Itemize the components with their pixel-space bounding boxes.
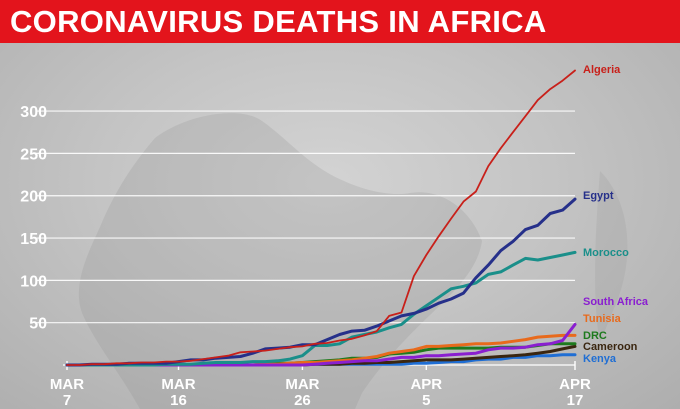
line-chart: 50100150200250300MAR7MAR16MAR26APR5APR17… (20, 64, 649, 409)
title-banner: CORONAVIRUS DEATHS IN AFRICA (0, 0, 680, 43)
x-tick-label-day: 16 (170, 392, 187, 409)
series-label-cameroon: Cameroon (583, 341, 638, 353)
x-tick-label-day: 7 (63, 392, 71, 409)
y-tick-label: 250 (20, 146, 47, 163)
x-tick-label-month: MAR (285, 376, 319, 393)
chart-title: CORONAVIRUS DEATHS IN AFRICA (10, 4, 547, 39)
series-label-algeria: Algeria (583, 64, 621, 76)
series-label-drc: DRC (583, 330, 607, 342)
series-label-tunisia: Tunisia (583, 313, 622, 325)
x-tick-label-month: APR (559, 376, 591, 393)
series-label-south-africa: South Africa (583, 296, 649, 308)
y-tick-label: 300 (20, 104, 47, 121)
y-tick-label: 50 (29, 316, 47, 333)
series-label-morocco: Morocco (583, 247, 629, 259)
x-tick-label-month: APR (410, 376, 442, 393)
series-line-egypt (65, 197, 577, 367)
x-tick-label-day: 5 (422, 392, 430, 409)
x-tick-label-day: 17 (567, 392, 584, 409)
y-tick-label: 150 (20, 231, 47, 248)
x-tick-label-day: 26 (294, 392, 311, 409)
y-tick-label: 100 (20, 273, 47, 290)
x-tick-label-month: MAR (50, 376, 84, 393)
y-tick-label: 200 (20, 189, 47, 206)
series-label-egypt: Egypt (583, 190, 614, 202)
x-tick-label-month: MAR (161, 376, 195, 393)
series-line-algeria (66, 69, 576, 366)
chart-area: 50 100 150 200 250 300 MAR 7 MAR 16 MAR 26 APR 5 APR 17… (0, 43, 680, 409)
series-label-kenya: Kenya (583, 353, 617, 365)
africa-map-background (78, 113, 628, 409)
series-line-morocco (65, 250, 577, 367)
